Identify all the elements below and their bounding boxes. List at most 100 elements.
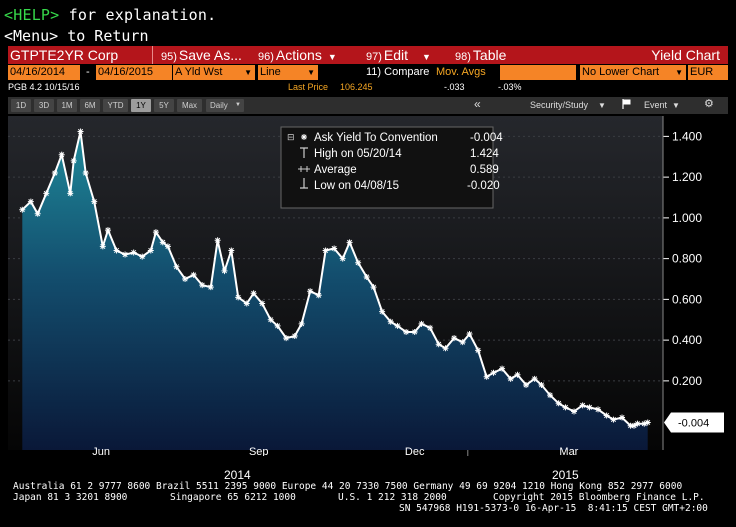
chart-style-label: Line	[260, 66, 281, 78]
start-date-field[interactable]: 04/16/2014	[8, 65, 80, 80]
chart-style-select[interactable]: Line ▼	[258, 65, 318, 80]
compare-button[interactable]: 11) Compare	[366, 65, 429, 80]
edit-menu[interactable]: 97) Edit ▼	[366, 46, 431, 64]
data-point-marker	[579, 401, 587, 409]
yield-area-fill	[22, 131, 648, 450]
chart-legend[interactable]: ⊟ Ask Yield To Convention -0.004 High on…	[280, 126, 503, 209]
frequency-select[interactable]: Daily ▼	[206, 99, 244, 112]
data-point-marker	[402, 328, 410, 336]
data-point-marker	[570, 407, 578, 415]
data-point-marker	[531, 375, 539, 383]
data-point-marker	[172, 263, 180, 271]
last-price-value: 106.245	[340, 82, 373, 92]
actions-menu[interactable]: 96) Actions ▼	[258, 46, 337, 64]
compare-value[interactable]: Mov. Avgs	[436, 66, 486, 78]
menu-command-line: <Menu> to Return	[4, 27, 149, 45]
data-point-marker	[306, 287, 314, 295]
data-point-marker	[644, 418, 652, 426]
data-point-marker	[130, 249, 138, 257]
period-6m-button[interactable]: 6M	[80, 99, 100, 112]
security-ticker-field[interactable]: GTPTE2YR Corp	[8, 46, 153, 64]
save-as-button[interactable]: 95) Save As...	[161, 46, 242, 64]
data-point-marker	[370, 283, 378, 291]
data-point-marker	[220, 267, 228, 275]
lower-chart-select[interactable]: No Lower Chart ▼	[580, 65, 686, 80]
period-1m-button[interactable]: 1M	[57, 99, 77, 112]
price-change-pct: -.03%	[498, 82, 522, 92]
currency-field[interactable]: EUR	[688, 65, 728, 80]
help-key[interactable]: <HELP>	[4, 6, 60, 24]
x-year-label-2015: 2015	[552, 468, 579, 482]
data-point-marker	[459, 338, 467, 346]
end-date-field[interactable]: 04/16/2015	[96, 65, 172, 80]
data-point-marker	[104, 226, 112, 234]
chevron-down-icon[interactable]: ▼	[598, 101, 606, 110]
y-tick-label: 0.200	[672, 374, 702, 388]
chart-toolbar: 1D 3D 1M 6M YTD 1Y 5Y Max Daily ▼ « Secur…	[8, 97, 728, 114]
data-point-marker	[198, 281, 206, 289]
period-5y-button[interactable]: 5Y	[154, 99, 174, 112]
lower-chart-label: No Lower Chart	[582, 66, 660, 78]
security-study-button[interactable]: Security/Study	[530, 100, 589, 110]
legend-collapse-icon[interactable]: ⊟	[287, 133, 295, 143]
data-point-marker	[282, 334, 290, 342]
data-point-marker	[585, 403, 593, 411]
date-separator: -	[86, 66, 90, 78]
y-tick-label: 0.600	[672, 292, 702, 306]
data-point-marker	[250, 289, 258, 297]
data-point-marker	[411, 328, 419, 336]
event-button[interactable]: Event	[644, 100, 668, 110]
y-tick-label: 1.000	[672, 211, 702, 225]
period-max-button[interactable]: Max	[177, 99, 202, 112]
high-marker-icon	[300, 147, 308, 158]
data-point-marker	[121, 251, 129, 259]
data-point-marker	[522, 381, 530, 389]
legend-high-label: High on 05/20/14	[314, 148, 402, 160]
data-point-marker	[363, 273, 371, 281]
x-month-label: Dec	[405, 446, 425, 456]
x-month-label: Jun	[92, 446, 110, 456]
chevron-down-icon[interactable]: ▼	[672, 101, 680, 110]
chevron-down-icon: ▼	[244, 68, 252, 77]
chevron-down-icon: ▼	[307, 68, 315, 77]
table-button[interactable]: 98) Table	[455, 46, 506, 64]
data-point-marker	[354, 259, 362, 267]
average-marker-icon	[298, 166, 310, 172]
star-marker-icon	[300, 133, 308, 141]
security-description: PGB 4.2 10/15/16	[8, 82, 80, 92]
low-marker-icon	[300, 178, 308, 189]
data-point-marker	[258, 299, 266, 307]
period-3d-button[interactable]: 3D	[34, 99, 54, 112]
help-command-line: <HELP> for explanation.	[4, 6, 216, 24]
period-1y-button[interactable]: 1Y	[131, 99, 151, 112]
period-1d-button[interactable]: 1D	[11, 99, 31, 112]
y-axis: 0.200 0.400 0.600 0.800 1.000 1.200 1.400	[662, 116, 702, 450]
menu-text: to Return	[58, 27, 149, 45]
data-point-marker	[147, 246, 155, 254]
field-select[interactable]: A Yld Wst ▼	[173, 65, 255, 80]
menu-key[interactable]: <Menu>	[4, 27, 59, 45]
footer-line-1: Australia 61 2 9777 8600 Brazil 5511 239…	[13, 481, 683, 492]
actions-label: Actions	[275, 47, 322, 63]
security-info-row: PGB 4.2 10/15/16 Last Price 106.245 -.03…	[8, 82, 728, 94]
yield-chart[interactable]: 0.200 0.400 0.600 0.800 1.000 1.200 1.400 Jun S…	[8, 116, 728, 456]
data-point-marker	[418, 320, 426, 328]
gear-icon[interactable]: ⚙	[704, 98, 714, 110]
help-text: for explanation.	[59, 6, 217, 24]
y-tick-label: 0.400	[672, 333, 702, 347]
legend-low-value: -0.020	[467, 180, 500, 192]
collapse-icon[interactable]: «	[474, 97, 481, 111]
flag-icon[interactable]	[622, 99, 631, 112]
data-point-marker	[561, 403, 569, 411]
data-point-marker	[66, 189, 74, 197]
x-month-label: Mar	[559, 446, 578, 456]
footer-us: U.S. 1 212 318 2000	[338, 492, 447, 503]
compare-field[interactable]	[500, 65, 576, 80]
legend-high-value: 1.424	[470, 148, 499, 160]
chevron-down-icon: ▼	[327, 52, 337, 62]
data-point-marker	[339, 255, 347, 263]
data-point-marker	[498, 365, 506, 373]
frequency-label: Daily	[210, 101, 228, 110]
period-ytd-button[interactable]: YTD	[103, 99, 128, 112]
edit-label: Edit	[383, 47, 409, 63]
